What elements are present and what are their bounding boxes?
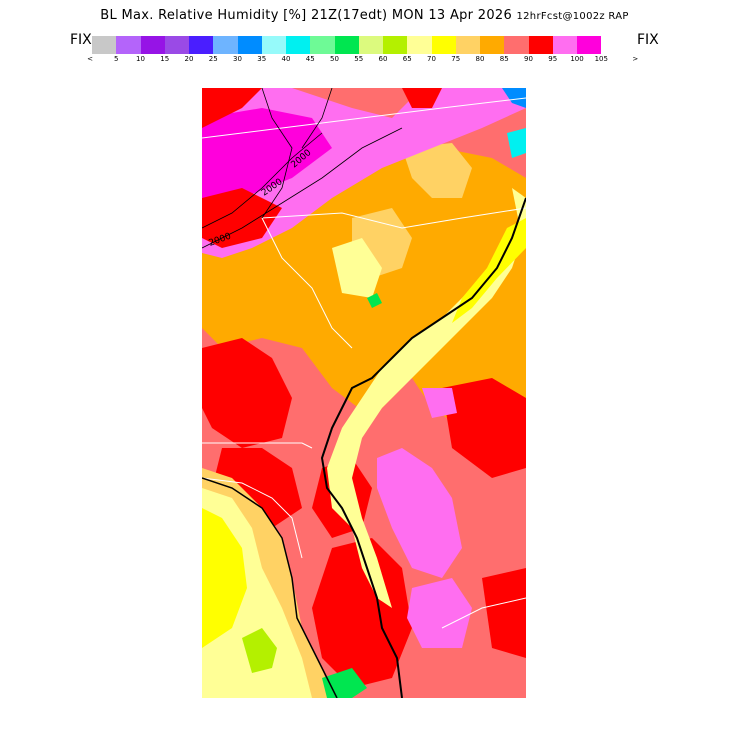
legend-tick: 50 [330, 55, 339, 63]
field-yellow-inland [332, 238, 382, 298]
legend-tick: 35 [257, 55, 267, 63]
field-red-west [202, 338, 292, 448]
legend-swatch [552, 36, 577, 54]
color-scale-bar [92, 36, 602, 54]
field-red-nw-band [202, 188, 282, 248]
field-red-north-edge [402, 88, 442, 108]
legend-tick: 70 [427, 55, 436, 63]
field-bright-yellow-sw [202, 508, 247, 648]
legend-swatch [213, 36, 238, 54]
legend-tick: 10 [136, 55, 145, 63]
legend-swatch [504, 36, 529, 54]
legend-swatch [116, 36, 141, 54]
legend-tick: 65 [402, 55, 412, 63]
field-red-se [482, 568, 526, 658]
legend-swatch [528, 36, 553, 54]
legend-tick: 30 [233, 55, 242, 63]
legend-tick: 55 [354, 55, 364, 63]
legend-swatch [92, 36, 117, 54]
legend-tick: 25 [208, 55, 218, 63]
legend-swatch [310, 36, 335, 54]
legend-tick: 105 [594, 55, 608, 63]
field-red-east [442, 378, 526, 478]
legend-swatch [577, 36, 602, 54]
legend-swatch [140, 36, 165, 54]
legend-swatch [261, 36, 286, 54]
legend-tick: 75 [451, 55, 461, 63]
legend-swatch [358, 36, 383, 54]
legend-swatch [334, 36, 359, 54]
legend-over-label: > [632, 55, 639, 63]
legend-tick: 20 [184, 55, 194, 63]
field-magenta-nw [202, 108, 332, 198]
legend-tick: 15 [160, 55, 170, 63]
field-pink-se [377, 448, 462, 578]
legend-tick: 45 [305, 55, 315, 63]
state-boundaries [202, 97, 526, 629]
legend-tick: 80 [475, 55, 485, 63]
field-blue-ne [502, 88, 526, 108]
color-scale-ticks: <5 10 15 20 25 30 35 40 45 50 55 60 65 70 75 80 85 90 95 10… [80, 55, 650, 67]
legend-tick: 85 [499, 55, 509, 63]
legend-swatch [455, 36, 480, 54]
field-cyan-ne [507, 128, 526, 158]
field-green-sw [242, 628, 277, 673]
coastline [320, 197, 526, 698]
field-green-dot [367, 293, 382, 308]
legend-tick: 60 [378, 55, 388, 63]
fix-label-right: FIX [637, 32, 659, 48]
legend-swatch [286, 36, 311, 54]
map-title: BL Max. Relative Humidity [%] 21Z(17edt)… [0, 8, 729, 23]
humidity-map: 2000 2000 2000 [202, 88, 526, 698]
legend-swatch [480, 36, 505, 54]
legend-tick: 40 [281, 55, 291, 63]
fix-label-left: FIX [70, 32, 92, 48]
legend-under-label: < [87, 55, 93, 63]
height-contours [202, 88, 403, 249]
legend-swatch [407, 36, 432, 54]
legend-tick: 5 [114, 55, 119, 63]
field-coastal-yellow [452, 218, 526, 323]
field-red-south [312, 538, 412, 688]
legend-swatch [189, 36, 214, 54]
legend-tick: 100 [570, 55, 584, 63]
gulf-coastline [202, 477, 338, 698]
title-text: BL Max. Relative Humidity [%] 21Z(17edt)… [100, 8, 513, 23]
legend-swatch [383, 36, 408, 54]
legend-tick: 95 [548, 55, 558, 63]
legend-tick: 90 [524, 55, 533, 63]
field-red-nw-corner [202, 88, 262, 128]
field-pink-se-2 [407, 578, 472, 648]
field-pink-e [422, 388, 457, 418]
legend-swatch [164, 36, 189, 54]
field-peach-2 [402, 143, 472, 198]
legend-swatch [431, 36, 456, 54]
forecast-subtitle: 12hrFcst@1002z RAP [516, 11, 629, 22]
legend-swatch [237, 36, 262, 54]
